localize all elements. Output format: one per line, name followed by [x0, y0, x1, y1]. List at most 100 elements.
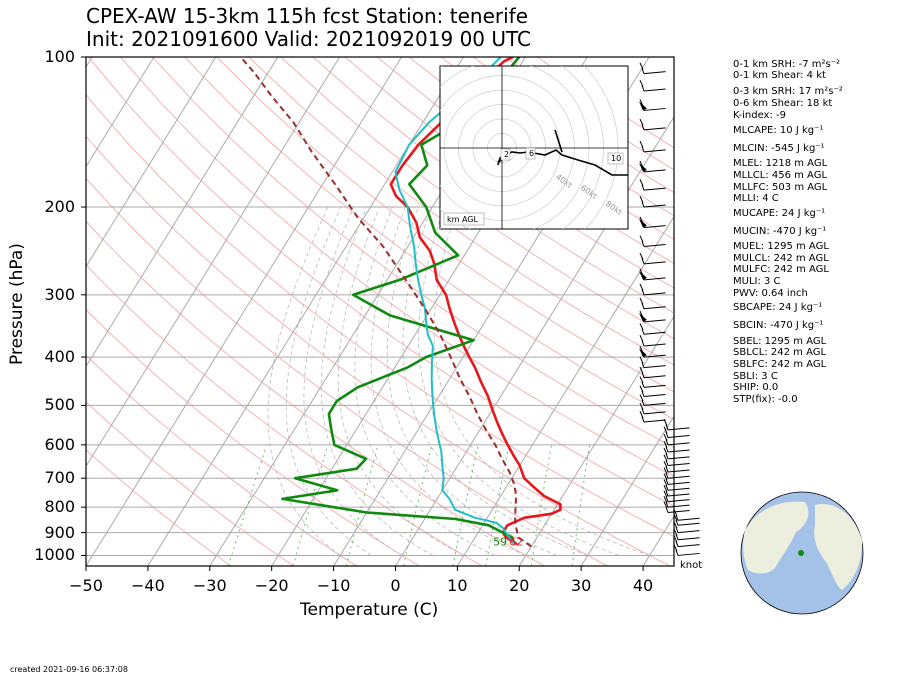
- wind-barb-shaft: [641, 258, 645, 265]
- index-line: 0-6 km Shear: 18 kt: [733, 98, 833, 109]
- index-line: MULFC: 242 m AGL: [733, 264, 829, 275]
- hodograph-height-label: 10: [611, 154, 621, 163]
- index-line: MLEL: 1218 m AGL: [733, 158, 828, 169]
- x-tick-label: 30: [570, 576, 592, 595]
- index-line: 0-3 km SRH: 17 m²s⁻²: [733, 86, 843, 97]
- wind-barb-staff: [667, 435, 690, 439]
- wind-barb-staff: [667, 427, 690, 431]
- wind-barb-feather: [639, 385, 644, 393]
- wind-barb-feather: [673, 514, 678, 522]
- wind-barb-staff: [643, 419, 666, 423]
- wind-barb-feather: [673, 528, 678, 536]
- wind-barb-shaft: [665, 496, 669, 502]
- index-line: SBCAPE: 24 J kg⁻¹: [733, 302, 823, 313]
- wind-barb-flag: [639, 312, 647, 322]
- station-location-marker: [798, 550, 804, 556]
- dry-adiabat: [280, 57, 674, 340]
- wind-barb-staff: [643, 306, 666, 310]
- wind-barb-shaft: [641, 328, 645, 335]
- y-tick-label: 300: [44, 284, 75, 304]
- wind-barb-staff: [643, 169, 666, 173]
- wind-barb-feather: [663, 496, 668, 504]
- globe-landmass-americas: [743, 501, 809, 574]
- wind-barb-feather: [663, 490, 668, 498]
- isotherm: [86, 57, 341, 468]
- wind-barb-staff: [667, 449, 690, 453]
- dry-adiabat: [344, 57, 674, 289]
- isotherm: [86, 57, 279, 368]
- wind-barb-feather: [663, 479, 668, 487]
- isotherm: [86, 57, 403, 566]
- index-line: MLLI: 4 C: [733, 193, 779, 204]
- dry-adiabat: [184, 57, 674, 420]
- index-line: STP(fix): -0.0: [733, 394, 798, 405]
- wind-unit-label: knot: [680, 560, 703, 571]
- wind-barb-feather: [639, 235, 644, 243]
- wind-barb-feather: [663, 501, 668, 509]
- wind-barb-staff: [643, 354, 666, 358]
- wind-barb-shaft: [665, 490, 669, 497]
- wind-barb-shaft: [641, 68, 645, 74]
- isotherm: [86, 57, 217, 268]
- wind-barb-feather: [639, 283, 644, 291]
- wind-barb-feather: [639, 376, 644, 384]
- wind-barb-feather: [673, 521, 678, 529]
- wind-barb-staff: [643, 402, 666, 406]
- hodograph-trace-segment: [554, 129, 563, 153]
- hodograph-height-box: [607, 152, 624, 165]
- dry-adiabat: [120, 57, 674, 477]
- dry-adiabat: [86, 264, 483, 566]
- wind-barb-feather: [639, 196, 644, 203]
- mixing-ratio-line: [485, 444, 510, 566]
- wind-barb-staff: [677, 537, 700, 541]
- wind-barb-feather: [673, 535, 678, 543]
- index-line: 0-1 km Shear: 4 kt: [733, 70, 826, 81]
- dry-adiabat: [86, 135, 671, 566]
- dry-adiabat: [86, 93, 674, 538]
- mixing-ratio-line: [227, 444, 268, 566]
- wind-barb-shaft: [665, 501, 669, 508]
- wind-barb-shaft: [641, 240, 645, 247]
- wind-barb-shaft: [665, 453, 669, 460]
- y-tick-label: 600: [44, 434, 75, 454]
- wind-barb-feather: [639, 323, 644, 331]
- wind-barb-staff: [667, 499, 690, 503]
- dry-adiabat: [312, 57, 674, 314]
- wind-barb-shaft: [665, 484, 669, 491]
- dry-adiabat: [86, 401, 294, 566]
- wind-barb-feather: [663, 440, 668, 448]
- wind-barb-feather: [663, 433, 668, 441]
- wind-barb-staff: [643, 149, 666, 153]
- wind-barb-feather: [639, 179, 644, 187]
- isotherm: [518, 315, 674, 566]
- mixing-ratio-line: [403, 444, 433, 566]
- wind-barb-feather: [639, 402, 644, 410]
- dry-adiabat: [376, 57, 674, 264]
- moist-adiabat: [337, 206, 465, 556]
- wind-barb-shaft: [675, 527, 679, 533]
- hodograph-height-label: 6: [529, 149, 534, 158]
- wind-barb-shaft: [665, 446, 669, 453]
- wind-barb-shaft: [675, 549, 679, 556]
- mixing-ratio-line: [452, 444, 479, 566]
- wind-barb-staff: [677, 552, 700, 556]
- wind-barb-staff: [643, 187, 666, 191]
- hodograph-height-box: [500, 148, 511, 161]
- wind-barb-shaft: [675, 519, 679, 526]
- isotherm: [86, 57, 155, 168]
- temperature-profile: [389, 57, 562, 546]
- wind-barb-feather: [663, 426, 668, 434]
- wind-barb-staff: [643, 244, 666, 248]
- x-tick-label: −10: [316, 576, 351, 595]
- hodograph-frame: [439, 65, 629, 230]
- x-tick-label: −50: [69, 576, 103, 595]
- wind-barb-flag: [639, 218, 647, 228]
- index-line: SBLCL: 242 m AGL: [733, 347, 827, 358]
- index-line: SBCIN: -470 J kg⁻¹: [733, 320, 824, 331]
- wind-barb-feather: [639, 62, 644, 70]
- wind-barb-staff: [667, 487, 690, 491]
- y-tick-label: 700: [44, 468, 75, 488]
- wind-barb-staff: [643, 127, 666, 131]
- wind-barb-feather: [663, 460, 668, 468]
- plot-frame: [85, 56, 675, 567]
